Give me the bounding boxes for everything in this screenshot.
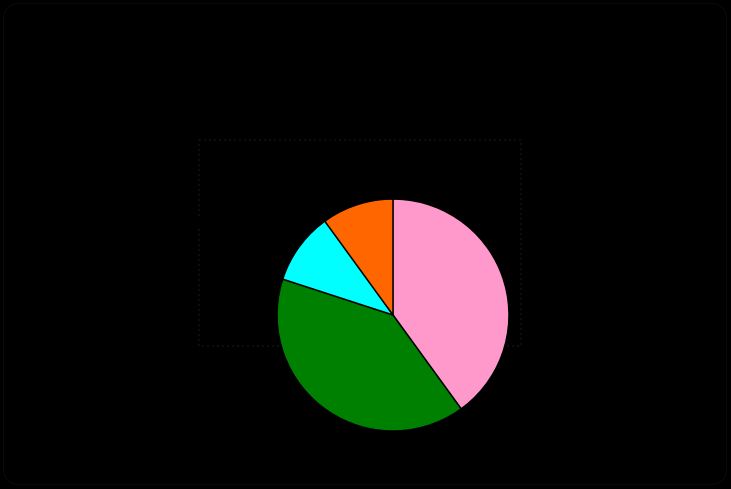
- label-behavior-line1: Adferd (piping,: [556, 274, 670, 291]
- label-behavior-line2: gemytt) 40%: [556, 296, 650, 313]
- pie-slice-eksteri-r-vinkling-jurplassering: [276, 278, 463, 432]
- label-health-line1: Helse (jurbet. Hylm.m: [70, 216, 234, 233]
- pie-slice-helse-jurbetennelse-klauv: [281, 220, 395, 317]
- pie-slice-fruktbarhet: [323, 198, 394, 318]
- chart-title: Andre egenskaper KV: [291, 28, 489, 49]
- label-exterior-line2: jurplassering) 40%: [96, 401, 239, 418]
- inner-title: Fruktbarhet/ Helse/ Adferd/ kv: [271, 137, 470, 153]
- pie-slice-adferd-piping-gemytt: [392, 198, 510, 410]
- pie-slices: [276, 198, 510, 432]
- label-exterior-line1: Eksteriør (vinkling,: [97, 379, 241, 396]
- plot-area-frame: [198, 139, 522, 347]
- label-health-line2: 10%: [70, 238, 102, 255]
